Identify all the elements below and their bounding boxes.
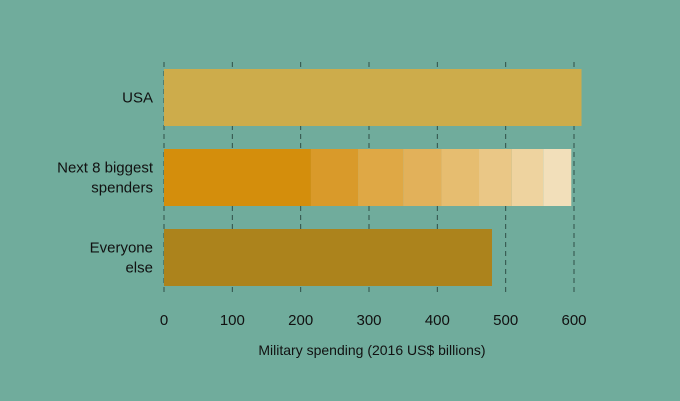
x-tick-labels: 0 100 200 300 400 500 600	[160, 312, 587, 329]
category-label-1: USA	[122, 90, 153, 107]
x-tick-label-200: 200	[288, 312, 313, 329]
category-label-line: spenders	[91, 180, 153, 197]
bar-2-segment-8	[543, 149, 572, 206]
bar-2-segment-3	[358, 149, 404, 206]
category-label-line: Everyone	[90, 240, 153, 257]
x-tick-label-0: 0	[160, 312, 168, 329]
x-tick-label-500: 500	[493, 312, 518, 329]
x-tick-label-600: 600	[561, 312, 586, 329]
bar-2-segment-1	[164, 149, 311, 206]
bar-2-segment-4	[403, 149, 442, 206]
bar-2-segment-2	[310, 149, 359, 206]
bars	[164, 69, 582, 286]
category-label-3: Everyone else	[90, 240, 153, 277]
x-axis-title: Military spending (2016 US$ billions)	[258, 342, 485, 358]
x-tick-label-100: 100	[220, 312, 245, 329]
category-label-2: Next 8 biggest spenders	[57, 160, 154, 197]
bar-2-segment-5	[441, 149, 480, 206]
category-label-line: USA	[122, 90, 153, 107]
bar-3-segment-1	[164, 229, 492, 286]
category-labels: USA Next 8 biggest spenders Everyone else	[57, 90, 154, 277]
bar-2-segment-6	[479, 149, 512, 206]
bar-1-segment-1	[164, 69, 582, 126]
category-label-line: Next 8 biggest	[57, 160, 154, 177]
x-tick-label-300: 300	[356, 312, 381, 329]
category-label-line: else	[125, 260, 153, 277]
x-tick-label-400: 400	[425, 312, 450, 329]
bar-2-segment-7	[511, 149, 544, 206]
